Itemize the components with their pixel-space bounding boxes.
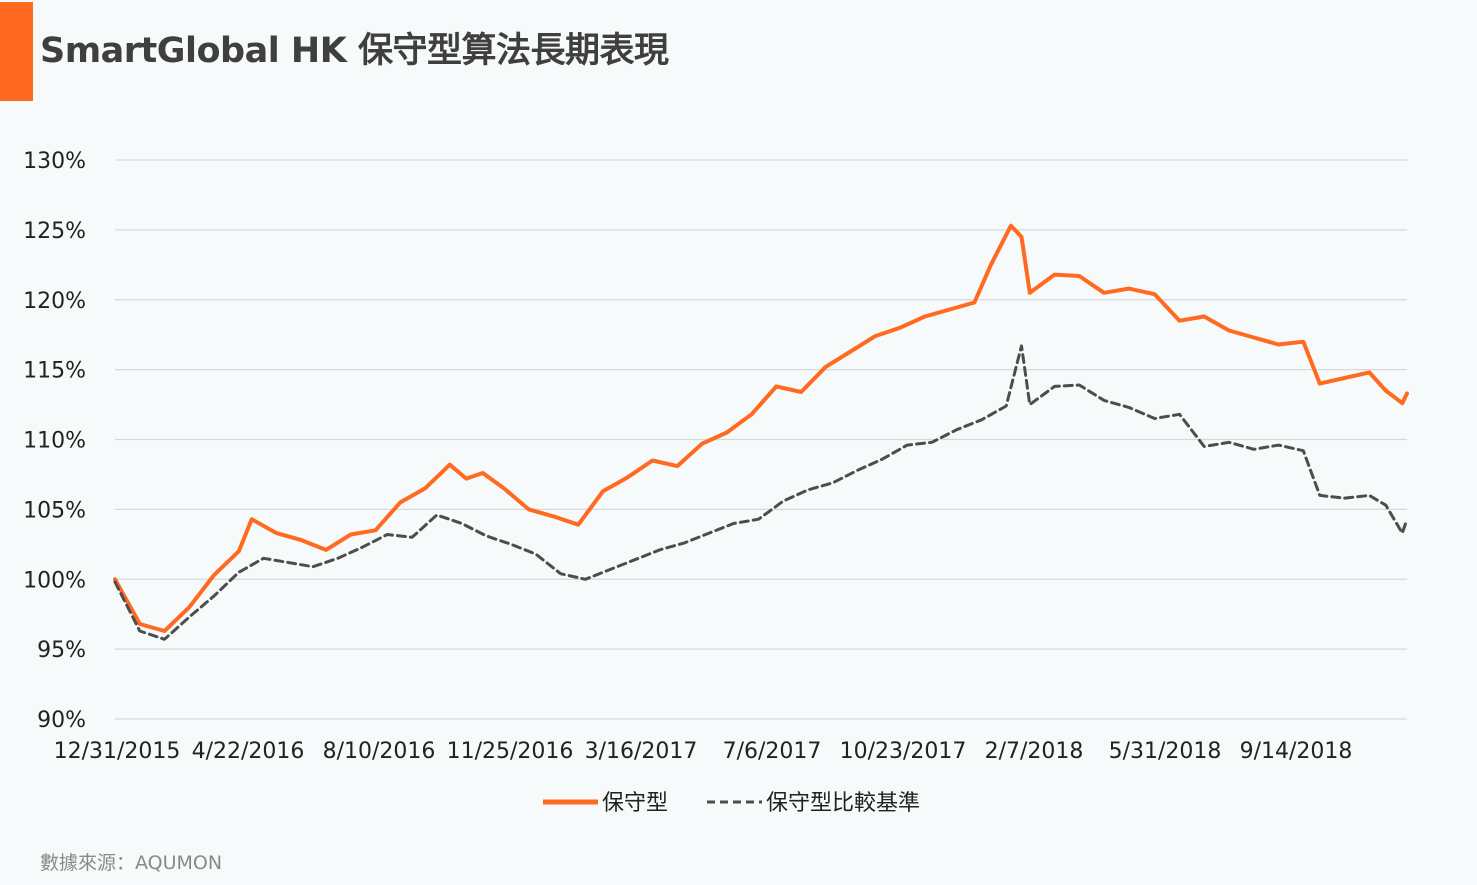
source-note: 數據來源：AQUMON [40,852,223,874]
y-tick-label: 90% [37,708,86,733]
x-tick-label: 11/25/2016 [447,739,574,764]
y-tick-label: 110% [23,429,86,454]
legend-label: 保守型比較基準 [766,791,920,816]
y-axis-ticks: 90% 95% 100% 105% 110% 115% 120% 125% 130% [23,149,86,733]
x-axis-ticks: 12/31/2015 4/22/2016 8/10/2016 11/25/2016 3/… [54,739,1353,764]
y-tick-label: 130% [23,149,86,174]
x-tick-label: 3/16/2017 [585,739,698,764]
y-tick-label: 125% [23,219,86,244]
x-tick-label: 2/7/2018 [985,739,1084,764]
portfolio-series-line [113,223,1409,633]
x-tick-label: 8/10/2016 [323,739,436,764]
y-tick-label: 120% [23,289,86,314]
y-tick-label: 105% [23,498,86,523]
chart-title: SmartGlobal HK 保守型算法長期表現 [40,31,669,71]
y-tick-label: 100% [23,568,86,593]
x-tick-label: 9/14/2018 [1240,739,1353,764]
series-lines [113,223,1409,641]
y-tick-label: 95% [37,638,86,663]
legend: 保守型 保守型比較基準 [543,791,920,816]
x-tick-label: 12/31/2015 [54,739,181,764]
legend-label: 保守型 [602,791,668,816]
x-tick-label: 10/23/2017 [840,739,967,764]
gridlines [115,159,1407,720]
title-accent-bar [0,2,33,101]
x-tick-label: 5/31/2018 [1109,739,1222,764]
benchmark-series-line [113,344,1409,641]
x-tick-label: 7/6/2017 [723,739,822,764]
y-tick-label: 115% [23,359,86,384]
x-tick-label: 4/22/2016 [192,739,305,764]
